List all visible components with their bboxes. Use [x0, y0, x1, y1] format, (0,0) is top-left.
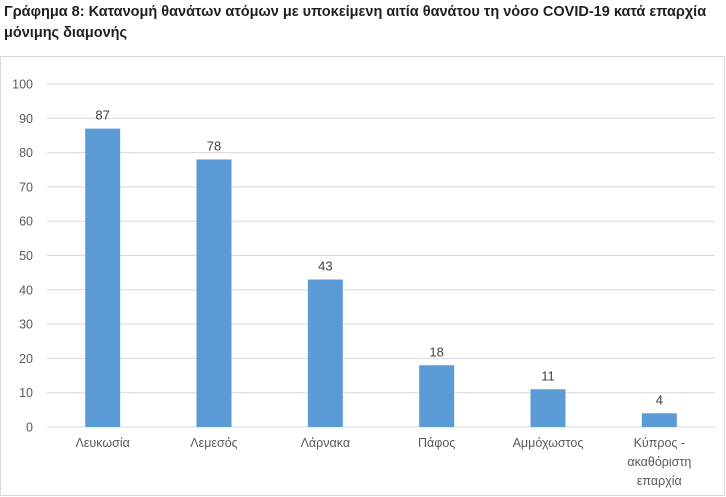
y-tick-label: 40	[19, 283, 33, 297]
chart-title: Γράφημα 8: Κατανομή θανάτων ατόμων με υπ…	[4, 4, 707, 41]
bar	[641, 413, 677, 427]
x-tick-label: Λευκωσία	[75, 436, 129, 450]
x-tick-label: επαρχία	[637, 474, 682, 488]
bar	[530, 389, 566, 427]
data-label: 78	[207, 138, 221, 153]
x-tick-label: Πάφος	[418, 436, 455, 450]
bar	[307, 279, 343, 427]
y-tick-label: 0	[26, 421, 33, 435]
y-tick-label: 50	[19, 249, 33, 263]
x-tick-label: Κύπρος -	[634, 436, 686, 450]
y-tick-label: 30	[19, 318, 33, 332]
x-tick-label: Αμμόχωστος	[513, 436, 584, 450]
x-tick-label: ακαθόριστη	[627, 455, 691, 469]
data-label: 11	[541, 368, 555, 383]
y-tick-label: 10	[19, 386, 33, 400]
x-tick-label: Λεμεσός	[190, 436, 237, 450]
bar	[196, 159, 232, 427]
data-label: 4	[656, 392, 663, 407]
data-label: 18	[429, 344, 443, 359]
x-tick-label: Λάρνακα	[301, 436, 351, 450]
bar	[419, 365, 455, 427]
y-tick-label: 70	[19, 180, 33, 194]
y-tick-label: 80	[19, 146, 33, 160]
y-tick-label: 100	[12, 78, 33, 92]
data-label: 87	[95, 108, 109, 123]
y-tick-label: 60	[19, 215, 33, 229]
y-tick-label: 20	[19, 352, 33, 366]
y-tick-label: 90	[19, 112, 33, 126]
chart-area	[0, 56, 725, 496]
bar	[85, 128, 121, 427]
data-label: 43	[318, 259, 332, 274]
